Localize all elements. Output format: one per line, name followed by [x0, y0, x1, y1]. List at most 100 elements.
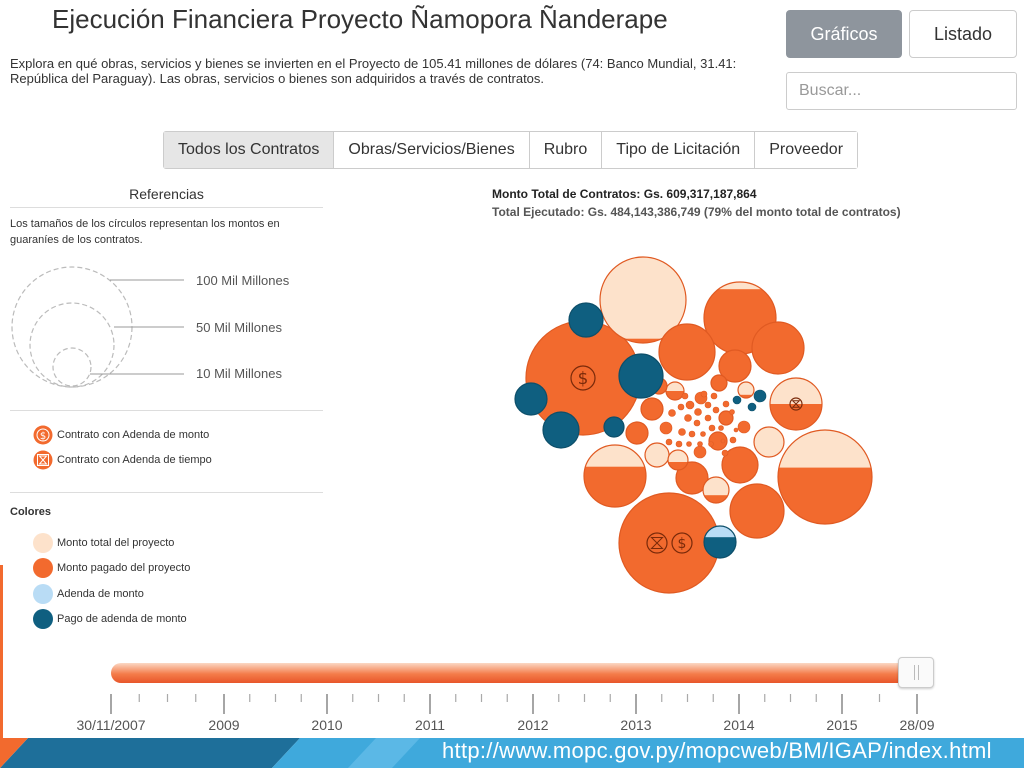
contract-bubble[interactable] [697, 441, 703, 447]
timeline-slider-track[interactable] [111, 663, 923, 683]
references-note: Los tamaños de los círculos representan … [10, 218, 280, 246]
contract-bubble[interactable] [684, 414, 692, 422]
contract-bubble[interactable] [583, 444, 647, 508]
timeline-tick-label: 2015 [826, 717, 858, 733]
contract-bubble[interactable] [618, 353, 664, 399]
contract-bubble[interactable] [729, 483, 785, 539]
contracts-bubble-chart: $$ [514, 256, 873, 594]
contract-bubble[interactable] [675, 440, 683, 448]
footer-url-link[interactable]: http://www.mopc.gov.py/mopcweb/BM/IGAP/i… [442, 738, 992, 763]
tab-proveedor[interactable]: Proveedor [754, 132, 858, 168]
contract-bubble[interactable] [685, 400, 695, 410]
contract-bubble[interactable] [708, 431, 728, 451]
timeline-tick-label: 2013 [620, 717, 652, 733]
contract-bubble[interactable] [718, 425, 724, 431]
contract-bubble[interactable] [732, 395, 742, 405]
contract-bubble[interactable] [718, 410, 734, 426]
hourglass-icon [789, 397, 803, 411]
legend-color-pago-adenda-label: Pago de adenda de monto [57, 613, 187, 625]
svg-text:$: $ [678, 536, 687, 552]
contract-bubble[interactable] [751, 321, 805, 375]
contract-bubble[interactable] [688, 430, 696, 438]
monto-total-text: Monto Total de Contratos: Gs. 609,317,18… [492, 187, 757, 201]
contract-bubble[interactable] [708, 424, 716, 432]
contract-bubble[interactable] [675, 461, 709, 495]
legend-adenda-tiempo: Contrato con Adenda de tiempo [33, 450, 212, 470]
search-input[interactable]: Buscar... [786, 72, 1017, 110]
contract-bubble[interactable] [686, 441, 692, 447]
contract-bubble[interactable] [777, 429, 873, 525]
color-swatch [33, 558, 53, 578]
contract-bubble[interactable] [677, 403, 685, 411]
size-label-50: 50 Mil Millones [196, 320, 282, 335]
tab-rubro[interactable]: Rubro [528, 132, 602, 168]
contract-bubble[interactable] [644, 442, 670, 468]
contract-bubble[interactable] [625, 421, 649, 445]
contract-bubble[interactable] [665, 438, 673, 446]
size-legend-circles [11, 266, 184, 388]
contract-bubble[interactable] [733, 427, 739, 433]
contract-bubble[interactable] [737, 420, 751, 434]
colors-title: Colores [10, 506, 51, 518]
left-accent-bar [0, 565, 3, 738]
contract-bubble[interactable] [722, 400, 730, 408]
contract-bubble[interactable] [658, 323, 716, 381]
contract-bubble[interactable] [599, 256, 687, 344]
contract-bubble[interactable] [659, 421, 673, 435]
total-ejecutado-text: Total Ejecutado: Gs. 484,143,386,749 (79… [492, 205, 901, 219]
contract-bubble[interactable] [681, 392, 689, 400]
size-circle-medium [29, 302, 115, 388]
page-description: Explora en qué obras, servicios y bienes… [10, 56, 737, 86]
contract-bubble[interactable] [694, 408, 702, 416]
contract-bubble[interactable] [704, 414, 712, 422]
contract-bubble[interactable] [729, 436, 737, 444]
contract-bubble[interactable] [568, 302, 604, 338]
contract-bubble[interactable]: $ [618, 492, 720, 594]
contract-bubble[interactable] [721, 449, 729, 457]
color-swatch [33, 533, 53, 553]
contract-bubble[interactable] [702, 476, 730, 504]
timeline-tick-label: 28/09 [899, 717, 935, 733]
contract-bubble[interactable] [708, 441, 714, 447]
contract-bubble[interactable] [640, 397, 664, 421]
contract-bubble[interactable] [514, 382, 548, 416]
contract-bubble[interactable] [665, 381, 685, 401]
contract-bubble[interactable] [703, 525, 737, 559]
contract-bubble[interactable] [720, 438, 726, 444]
contract-bubble[interactable] [678, 428, 686, 436]
contract-bubble[interactable] [710, 374, 728, 392]
graficos-button[interactable]: Gráficos [786, 10, 902, 58]
contract-bubble[interactable] [700, 431, 706, 437]
svg-text:$: $ [578, 368, 589, 388]
contract-bubble[interactable] [668, 409, 676, 417]
timeline-ticks [110, 694, 918, 714]
tab-todos-los-contratos[interactable]: Todos los Contratos [164, 132, 334, 168]
timeline-tick-label: 2011 [414, 717, 446, 733]
contract-bubble[interactable] [710, 392, 718, 400]
contract-bubble[interactable] [693, 445, 707, 459]
page-title: Ejecución Financiera Proyecto Ñamopora Ñ… [52, 4, 668, 34]
tab-tipo-de-licitacion[interactable]: Tipo de Licitación [601, 132, 755, 168]
contract-bubble[interactable] [753, 389, 767, 403]
divider [10, 207, 323, 208]
contract-bubble[interactable] [737, 381, 755, 399]
contract-bubble[interactable] [747, 402, 757, 412]
contract-bubble[interactable] [753, 426, 785, 458]
contract-bubble[interactable] [603, 416, 625, 438]
timeline-slider-handle[interactable] [898, 657, 934, 688]
contract-bubble[interactable] [729, 409, 735, 415]
dollar-icon: $ [33, 425, 53, 445]
tab-obras-servicios-bienes[interactable]: Obras/Servicios/Bienes [333, 132, 529, 168]
legend-color-pagado-label: Monto pagado del proyecto [57, 562, 191, 574]
timeline-tick-label: 30/11/2007 [76, 717, 146, 733]
contract-bubble[interactable] [769, 377, 823, 431]
contract-bubble[interactable] [542, 411, 580, 449]
contract-bubble[interactable] [700, 390, 708, 398]
contract-bubble[interactable] [667, 449, 689, 471]
divider [10, 410, 323, 411]
contract-bubble[interactable] [712, 406, 720, 414]
legend-adenda-monto: $ Contrato con Adenda de monto [33, 425, 209, 445]
listado-button[interactable]: Listado [909, 10, 1017, 58]
contract-bubble[interactable] [704, 401, 712, 409]
contract-bubble[interactable] [693, 419, 701, 427]
